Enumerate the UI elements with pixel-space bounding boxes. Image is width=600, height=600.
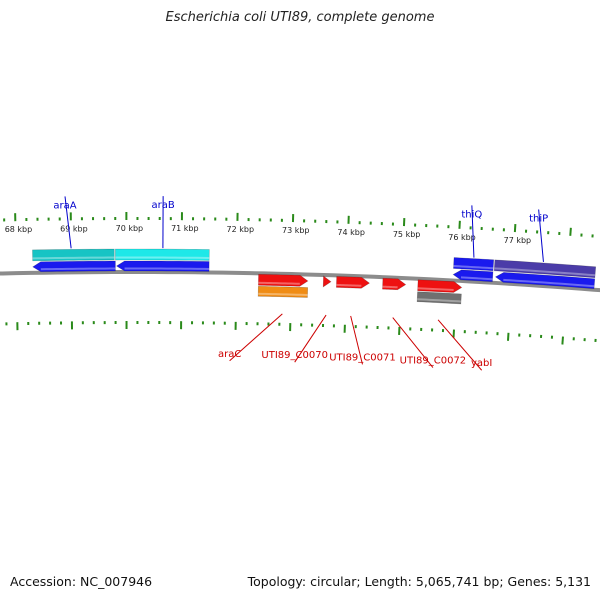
scale-label: 70 kbp: [116, 224, 144, 233]
scale-label: 76 kbp: [448, 233, 476, 242]
araA-cds: [32, 260, 116, 273]
scale-label: 77 kbp: [504, 236, 532, 245]
label-leader: [64, 196, 72, 249]
araC-orange: [257, 285, 309, 298]
scale-label: 71 kbp: [171, 224, 199, 233]
araC-orange-highlight: [258, 292, 308, 297]
araC-cds: [258, 273, 309, 287]
accession-text: Accession: NC_007946: [10, 574, 153, 589]
thiP-rna-highlight: [494, 267, 596, 277]
araA-rna: [32, 248, 115, 262]
thiQ-cds: [452, 269, 494, 283]
label-leader: [538, 209, 544, 263]
gene-label-uti89_c0071: UTI89_C0071: [329, 352, 396, 363]
araB-rna: [115, 248, 210, 261]
tick-inner: [513, 223, 517, 233]
UTI89_C0070-cds: [322, 275, 332, 288]
thiQ-rna-highlight: [453, 265, 494, 270]
thiQ-cds-highlight: [460, 276, 493, 281]
gene-label-thiq: thiQ: [461, 209, 482, 220]
UTI89_C0072-cds-highlight: [382, 285, 398, 289]
label-leader: [392, 317, 434, 368]
scale-label: 73 kbp: [282, 226, 310, 235]
gene-label-thip: thiP: [529, 214, 548, 225]
araB-cds-highlight: [124, 267, 210, 270]
gene-label-yabi: yabI: [471, 358, 492, 369]
label-leader: [437, 319, 483, 371]
scale-label: 69 kbp: [60, 224, 88, 233]
thiP-cds: [494, 272, 596, 290]
genome-backbone: [0, 269, 600, 293]
gene-label-arab: araB: [152, 200, 175, 211]
yabI-cds-highlight: [417, 287, 454, 292]
label-leader: [350, 315, 363, 365]
araB-rna-highlight: [115, 256, 210, 259]
scale-label: 75 kbp: [393, 230, 421, 239]
scale-label: 68 kbp: [5, 225, 33, 234]
araA-rna-highlight: [32, 256, 115, 260]
scale-label: 72 kbp: [227, 225, 255, 234]
UTI89_C0071-cds-highlight: [336, 283, 362, 287]
gene-label-uti89_c0070: UTI89_C0070: [261, 350, 328, 361]
araA-cds-highlight: [40, 267, 116, 271]
genome-summary-text: Topology: circular; Length: 5,065,741 bp…: [247, 574, 591, 589]
genome-title: Escherichia coli UTI89, complete genome: [165, 10, 435, 25]
tick-inner: [569, 227, 572, 236]
yabI-grey: [416, 291, 462, 305]
gene-label-arac: araC: [218, 349, 241, 360]
label-leader: [294, 314, 327, 363]
scale-label: 74 kbp: [337, 228, 365, 237]
thiP-cds-highlight: [503, 278, 595, 288]
tick-outer: [506, 332, 510, 341]
araC-cds-highlight: [258, 281, 300, 285]
gene-label-araa: araA: [53, 200, 76, 211]
thiQ-rna: [453, 257, 495, 272]
thiP-rna: [493, 259, 597, 279]
araB-cds: [115, 260, 210, 272]
UTI89_C0072-cds: [382, 277, 407, 291]
label-leader: [471, 205, 475, 258]
gene-label-uti89_c0072: UTI89_C0072: [400, 356, 467, 367]
tick-outer: [561, 336, 564, 345]
yabI-grey-highlight: [417, 298, 462, 303]
yabI-cds: [417, 279, 463, 293]
label-leader: [229, 313, 283, 362]
UTI89_C0071-cds: [336, 276, 371, 289]
